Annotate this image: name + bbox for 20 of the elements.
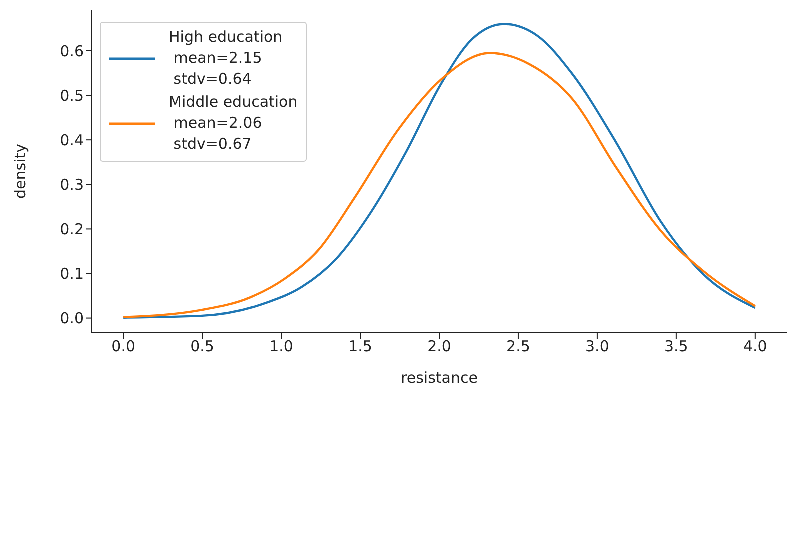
y-tick-label: 0.3 — [60, 176, 84, 194]
x-axis-title: resistance — [401, 369, 478, 387]
y-tick-label: 0.6 — [60, 42, 84, 60]
x-tick-label: 2.0 — [428, 338, 452, 356]
y-tick-label: 0.0 — [60, 310, 84, 328]
x-tick-label: 1.0 — [270, 338, 294, 356]
x-tick-label: 3.5 — [664, 338, 688, 356]
y-tick-label: 0.1 — [60, 265, 84, 284]
y-tick-label: 0.2 — [60, 220, 84, 239]
legend-label: Middle education mean=2.06 stdv=0.67 — [169, 92, 298, 155]
x-tick-label: 1.5 — [348, 338, 372, 356]
x-tick-label: 0.0 — [112, 338, 136, 356]
legend-label: High education mean=2.15 stdv=0.64 — [169, 27, 283, 90]
y-axis-title: density — [11, 144, 30, 199]
x-tick-label: 2.5 — [506, 338, 530, 356]
y-tick-label: 0.4 — [60, 131, 84, 150]
y-tick-label: 0.5 — [60, 86, 84, 105]
x-tick-label: 4.0 — [743, 338, 768, 356]
x-tick-label: 0.5 — [190, 338, 214, 356]
x-tick-label: 3.0 — [586, 338, 610, 356]
